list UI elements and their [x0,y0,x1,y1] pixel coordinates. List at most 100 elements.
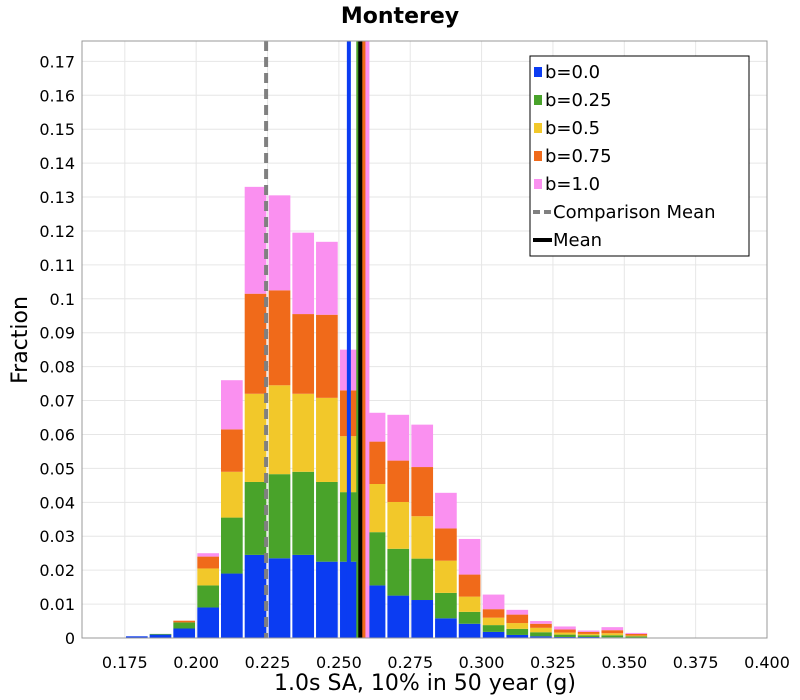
x-tick-label: 0.250 [316,653,362,672]
y-tick-label: 0.02 [39,561,75,580]
bar-b-1-0-16 [482,594,505,610]
bar-b-0-0-18 [530,636,552,638]
legend-label: b=0.0 [545,62,600,83]
legend-label: Mean [553,230,602,251]
legend-swatch [534,123,542,133]
y-tick-label: 0.1 [50,290,75,309]
bar-b-0-5-18 [530,627,552,633]
legend-swatch [534,179,542,189]
y-tick-label: 0.14 [39,154,75,173]
y-tick-label: 0.11 [39,256,75,275]
y-tick-labels: 0 0.01 0.02 0.03 0.04 0.05 0.06 0.07 0.08 0.09 0.1… [39,52,75,648]
bar-b-0-25-6 [244,481,267,555]
bar-b-0-5-5 [220,471,243,518]
y-tick-label: 0.07 [39,392,75,411]
y-tick-label: 0.05 [39,459,75,478]
plot-frame [81,40,768,639]
legend-label: b=0.5 [545,118,600,139]
bar-b-0-0-1 [125,636,148,638]
bar-b-1-0-9 [316,241,338,315]
bar-b-0-0-16 [482,631,505,638]
y-tick-label: 0.16 [39,86,75,105]
bar-b-0-25-8 [292,471,315,555]
bar-b-0-0-19 [554,636,576,638]
legend-label: Comparison Mean [553,202,716,223]
bar-b-0-25-4 [197,585,219,608]
bar-b-0-25-12 [387,548,410,596]
bar-b-0-25-2 [149,633,172,635]
y-tick-label: 0.04 [39,493,75,512]
bar-b-0-25-17 [506,628,529,635]
legend-label: b=0.25 [545,90,612,111]
bar-b-0-5-8 [292,393,315,472]
bar-b-0-5-15 [458,596,481,612]
bar-b-1-0-7 [268,195,291,291]
bar-b-0-75-6 [244,293,267,394]
bar-b-0-25-14 [435,592,457,619]
legend-swatch [534,67,542,77]
bar-b-1-0-8 [292,232,315,315]
y-tick-label: 0.03 [39,527,75,546]
bar-b-0-25-18 [530,632,552,637]
legend-label: b=1.0 [545,174,600,195]
legend: b=0.0 b=0.25 b=0.5 b=0.75 b=1.0 Comparison Me… [529,55,750,257]
bar-b-0-0-3 [173,628,196,638]
bar-b-0-75-19 [554,629,576,633]
x-axis-label: 1.0s SA, 10% in 50 year (g) [274,671,576,696]
y-tick-label: 0.08 [39,358,75,377]
bar-b-0-0-5 [220,573,243,638]
bar-b-0-25-3 [173,622,196,629]
bar-b-1-0-19 [554,626,576,630]
bar-b-0-5-20 [577,633,600,636]
legend-label: b=0.75 [545,146,612,167]
bar-b-0-5-9 [316,397,338,482]
bar-b-1-0-14 [435,492,457,529]
chart-title: Monterey [341,4,459,29]
bar-b-0-75-22 [625,633,648,636]
x-tick-label: 0.275 [387,653,433,672]
bar-b-0-0-7 [268,558,291,638]
x-tick-label: 0.225 [245,653,291,672]
bar-b-0-5-13 [411,516,434,559]
y-axis-label: Fraction [8,296,33,384]
y-tick-label: 0.13 [39,188,75,207]
bar-b-0-5-7 [268,385,291,475]
reference-lines-group [264,41,370,638]
bar-b-0-0-13 [411,600,434,638]
bar-b-1-0-5 [220,380,243,430]
bar-b-0-75-16 [482,609,505,618]
x-tick-label: 0.375 [673,653,719,672]
bar-b-1-0-12 [387,414,410,461]
bar-b-1-0-15 [458,538,481,575]
bar-b-0-25-16 [482,625,505,632]
bar-b-0-0-4 [197,607,219,638]
bar-b-0-0-15 [458,623,481,638]
bar-b-0-25-15 [458,611,481,624]
bar-b-0-0-14 [435,618,457,638]
bar-b-1-0-22 [625,632,648,634]
bar-b-0-25-9 [316,481,338,562]
bar-b-0-5-14 [435,560,457,593]
bar-b-0-0-2 [149,634,172,638]
bar-b-0-0-12 [387,595,410,638]
legend-swatch [534,95,542,105]
bar-b-0-5-6 [244,393,267,482]
bar-b-0-75-14 [435,528,457,561]
bars-group [125,186,648,638]
bar-b-0-75-12 [387,460,410,502]
x-tick-label: 0.350 [601,653,647,672]
x-tick-label: 0.300 [459,653,505,672]
bar-b-0-5-19 [554,632,576,635]
bar-b-0-75-5 [220,429,243,472]
x-tick-label: 0.325 [530,653,576,672]
x-tick-label: 0.175 [102,653,148,672]
bar-b-0-0-6 [244,554,267,638]
bar-b-1-0-17 [506,609,529,615]
legend-swatch [534,151,542,161]
bar-b-1-0-20 [577,630,600,632]
bar-b-0-75-13 [411,467,434,517]
bar-b-0-75-8 [292,314,315,394]
bar-b-0-75-20 [577,631,600,634]
